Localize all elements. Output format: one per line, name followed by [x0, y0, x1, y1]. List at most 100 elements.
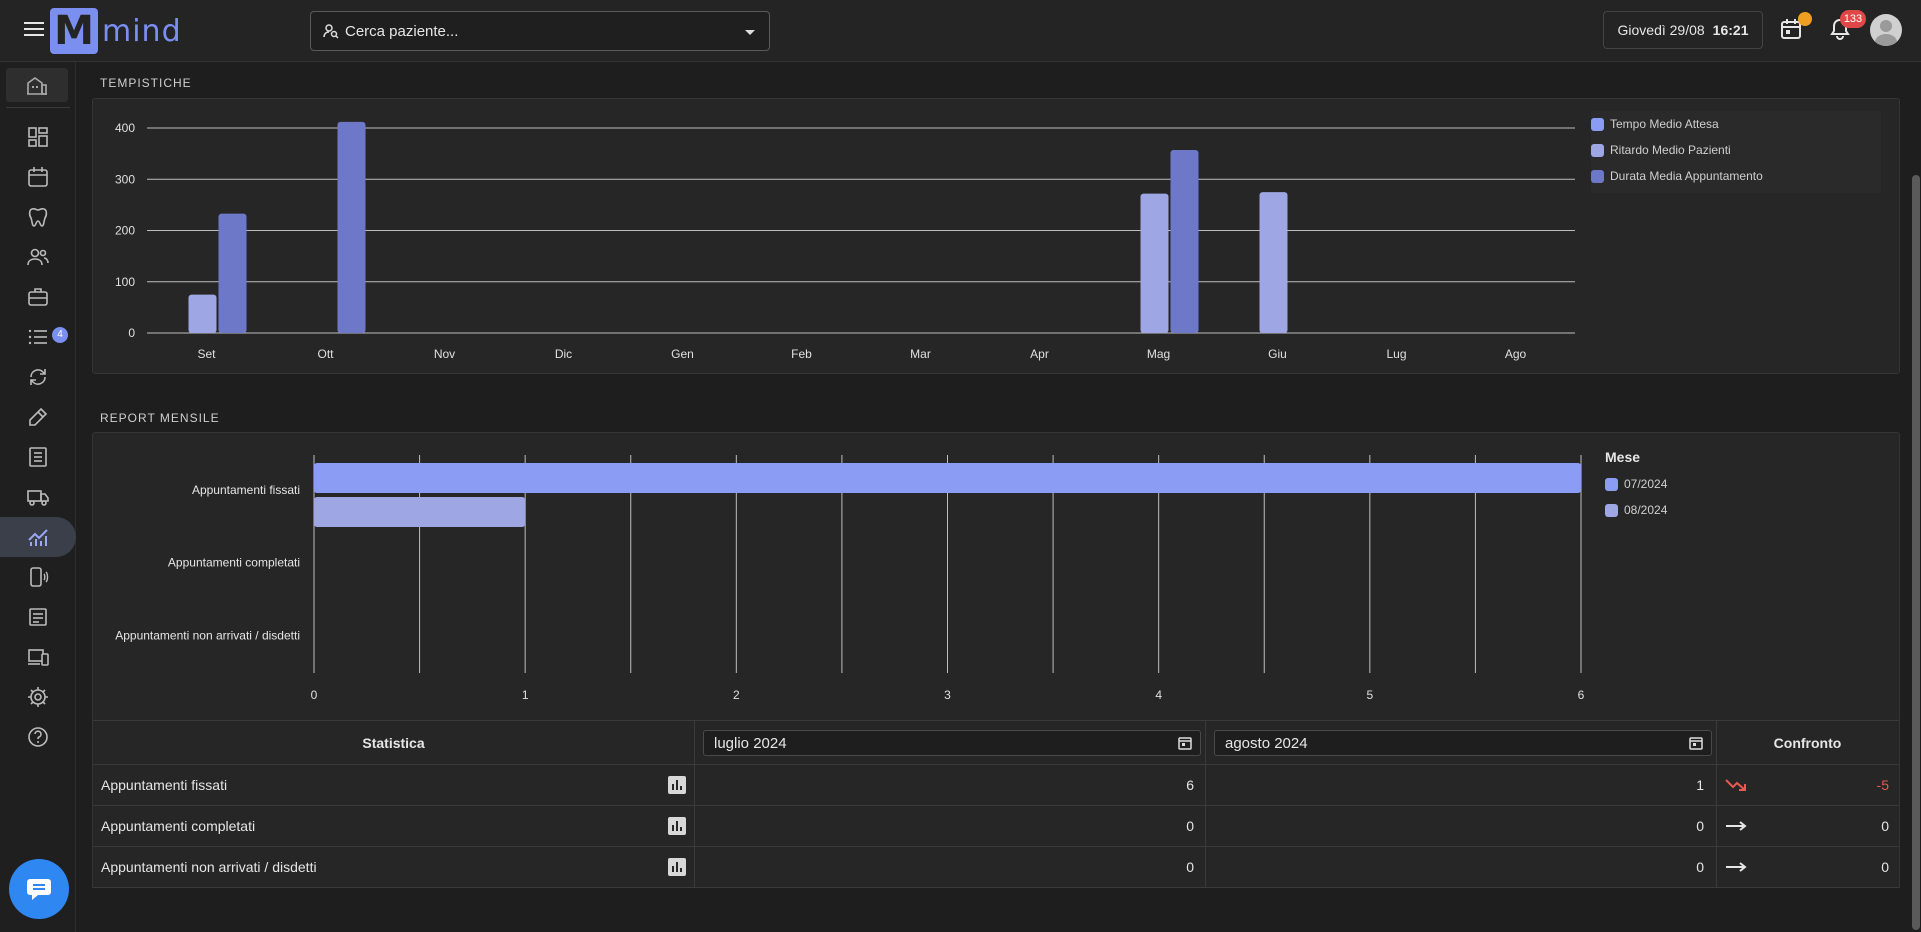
legend-swatch [1591, 143, 1604, 157]
sidebar-item-dental[interactable] [0, 197, 76, 237]
chat-button[interactable] [9, 859, 69, 919]
logo-mark: M [50, 8, 98, 54]
y-tick-label: 300 [115, 172, 135, 186]
y-tick-label: 0 [128, 326, 135, 340]
trend-indicator [1725, 806, 1755, 846]
column-divider [1716, 765, 1717, 805]
sidebar-item-dashboard[interactable] [0, 117, 76, 157]
bar-chart-icon[interactable] [665, 847, 689, 887]
top-bar: M mind Cerca paziente... Giovedì 29/08 1… [0, 0, 1921, 62]
calendar-icon[interactable] [1178, 736, 1192, 750]
legend-item-072024[interactable]: 07/2024 [1605, 477, 1667, 491]
x-tick-label: Dic [555, 347, 572, 361]
x-tick-label: 3 [944, 688, 951, 702]
arrow-right-icon [1726, 862, 1747, 872]
list-icon [28, 329, 47, 345]
column-divider [1716, 806, 1717, 846]
sidebar-item-patients[interactable] [0, 237, 76, 277]
sidebar-item-notes[interactable] [0, 597, 76, 637]
sidebar-item-settings[interactable] [0, 677, 76, 717]
app-logo[interactable]: M mind [50, 8, 182, 54]
page-scrollbar[interactable] [1912, 175, 1920, 930]
building-icon [27, 77, 47, 95]
x-tick-label: 6 [1578, 688, 1585, 702]
legend-item-durata[interactable]: Durata Media Appuntamento [1591, 169, 1763, 183]
bar [1140, 193, 1169, 333]
briefcase-icon [28, 288, 48, 306]
month1-value: 6 [1186, 777, 1194, 793]
truck-icon [27, 490, 49, 506]
sidebar-item-statistics[interactable] [0, 517, 76, 557]
month1-value: 0 [1186, 859, 1194, 875]
column-divider [1716, 847, 1717, 887]
column-divider [1205, 721, 1206, 764]
edit-icon [29, 407, 48, 426]
tempistiche-legend: Tempo Medio Attesa Ritardo Medio Pazient… [1591, 111, 1881, 193]
current-time: 16:21 [1712, 22, 1749, 38]
report-title: REPORT MENSILE [100, 411, 220, 425]
analytics-icon [28, 529, 48, 546]
calendar-icon[interactable] [1689, 736, 1703, 750]
x-tick-label: 1 [522, 688, 529, 702]
x-tick-label: Feb [791, 347, 812, 361]
table-row: Appuntamenti fissati 6 1 -5 [93, 765, 1899, 806]
bar-chart-icon[interactable] [665, 806, 689, 846]
month1-picker[interactable]: luglio 2024 [703, 730, 1201, 756]
table-header-row: Statistica luglio 2024 agosto 2024 Confr… [93, 721, 1899, 765]
sidebar-item-briefcase[interactable] [0, 277, 76, 317]
menu-icon[interactable] [24, 22, 44, 38]
bar [314, 497, 526, 527]
month2-picker[interactable]: agosto 2024 [1214, 730, 1712, 756]
dashboard-icon [28, 127, 48, 147]
patient-search-icon [323, 24, 339, 39]
x-tick-label: Ago [1505, 347, 1527, 361]
sidebar-item-help[interactable] [0, 717, 76, 757]
column-divider [694, 847, 695, 887]
y-tick-label: 100 [115, 275, 135, 289]
chevron-down-icon[interactable] [745, 30, 755, 35]
legend-item-attesa[interactable]: Tempo Medio Attesa [1591, 117, 1719, 131]
sidebar-item-mobile[interactable] [0, 557, 76, 597]
avatar[interactable] [1870, 14, 1902, 46]
trending-down-icon [1725, 779, 1746, 791]
y-tick-label: Appuntamenti non arrivati / disdetti [115, 628, 300, 642]
report-chart-panel: 0 1 2 3 4 5 6 Appuntamenti fissati Appuntamenti … [92, 432, 1900, 722]
sidebar-item-edit[interactable] [0, 397, 76, 437]
month2-value: 1 [1696, 777, 1704, 793]
bar [1170, 150, 1199, 333]
sidebar: 4 [0, 62, 76, 932]
legend-swatch [1605, 503, 1618, 517]
x-tick-label: 5 [1366, 688, 1373, 702]
sidebar-item-deliveries[interactable] [0, 477, 76, 517]
bar [314, 463, 1581, 493]
people-icon [27, 248, 49, 266]
legend-item-ritardo[interactable]: Ritardo Medio Pazienti [1591, 143, 1731, 157]
logo-text: mind [102, 13, 182, 49]
report-table: Statistica luglio 2024 agosto 2024 Confr… [92, 720, 1900, 888]
calendar-icon[interactable] [1780, 18, 1802, 40]
sidebar-item-home[interactable] [6, 68, 68, 102]
legend-item-082024[interactable]: 08/2024 [1605, 503, 1667, 517]
sidebar-item-tasks[interactable]: 4 [0, 317, 76, 357]
sidebar-item-devices[interactable] [0, 637, 76, 677]
bar-chart-icon[interactable] [665, 765, 689, 805]
x-tick-label: Gen [671, 347, 694, 361]
row-label: Appuntamenti fissati [101, 777, 228, 793]
month2-value: agosto 2024 [1225, 734, 1308, 752]
sidebar-item-documents[interactable] [0, 437, 76, 477]
patient-search[interactable]: Cerca paziente... [310, 11, 770, 51]
devices-icon [28, 649, 49, 666]
x-tick-label: Lug [1386, 347, 1406, 361]
y-tick-label: 200 [115, 224, 135, 238]
tasks-badge: 4 [52, 327, 68, 343]
phone-signal-icon [30, 567, 49, 587]
sidebar-item-calendar[interactable] [0, 157, 76, 197]
difference-value: -5 [1876, 777, 1889, 793]
column-divider [694, 765, 695, 805]
difference-value: 0 [1881, 859, 1889, 875]
bar [1259, 192, 1288, 333]
sidebar-item-sync[interactable] [0, 357, 76, 397]
date-time-display: Giovedì 29/08 16:21 [1603, 11, 1763, 49]
x-tick-label: 0 [311, 688, 318, 702]
column-divider [1205, 765, 1206, 805]
